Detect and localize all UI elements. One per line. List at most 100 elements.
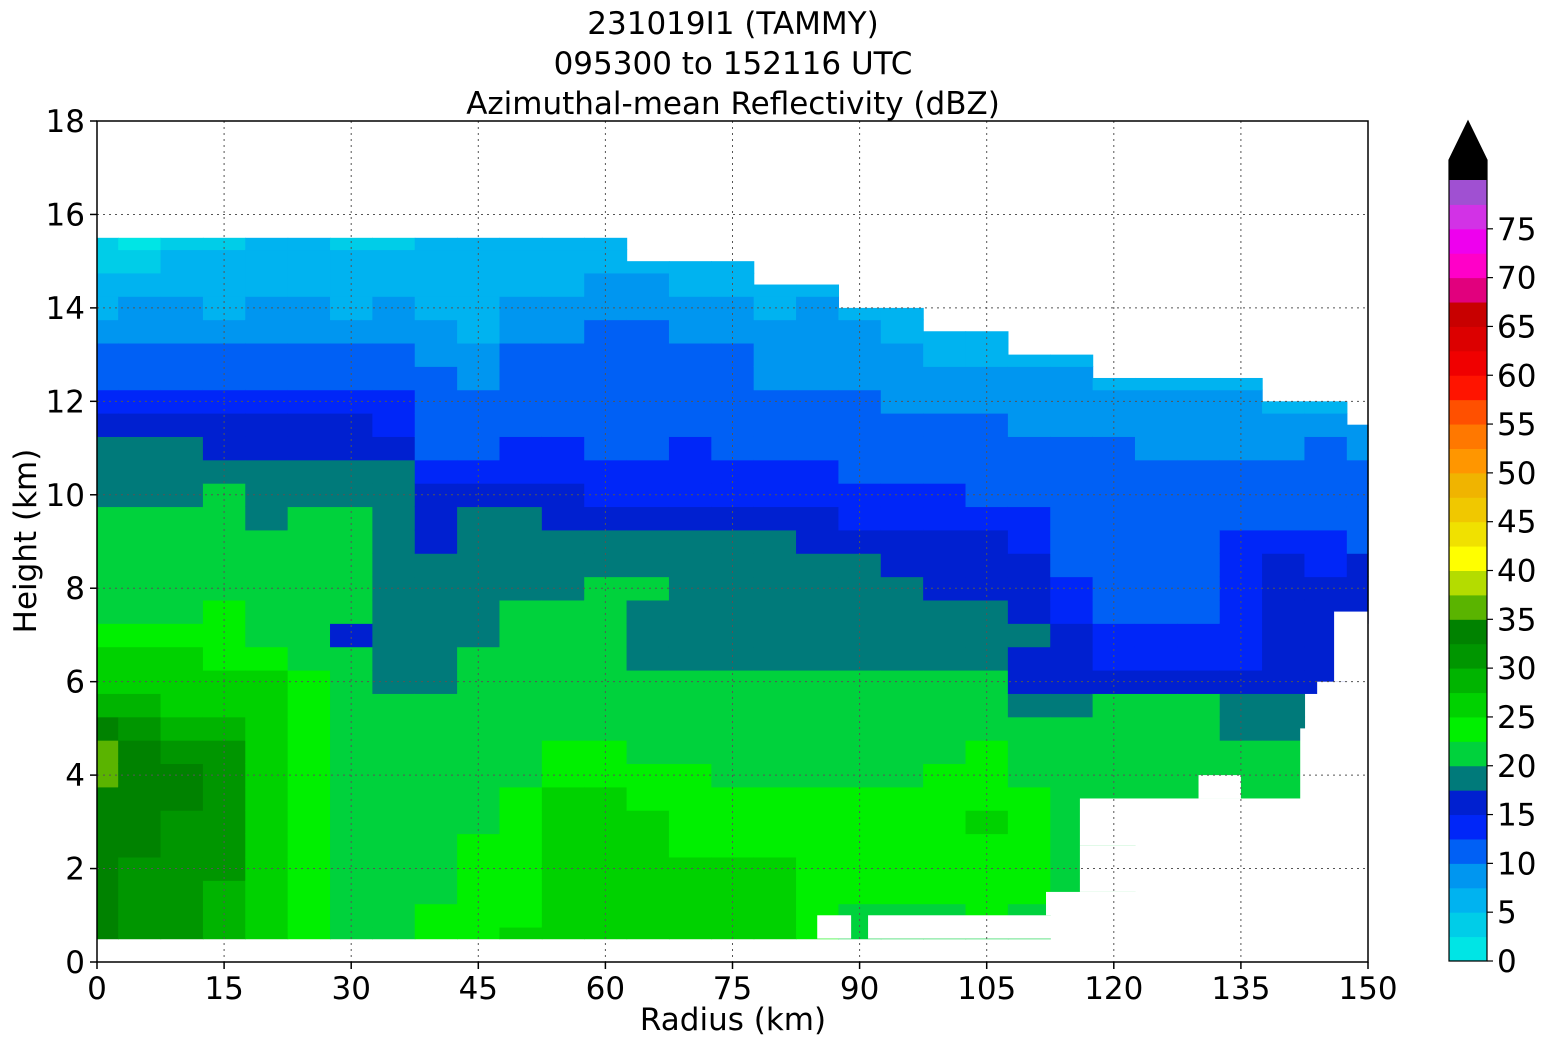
heatmap-cell [1007, 716, 1051, 741]
heatmap-cell [499, 249, 543, 274]
heatmap-cell [668, 740, 712, 765]
heatmap-cell [711, 810, 755, 835]
colorbar-segment [1449, 594, 1487, 620]
heatmap-cell [923, 646, 967, 671]
heatmap-cell [457, 599, 501, 624]
heatmap-cell [626, 319, 670, 344]
heatmap-cell [1177, 529, 1221, 554]
heatmap-cell [372, 506, 416, 531]
heatmap-cell [584, 833, 628, 858]
heatmap-cell [414, 413, 458, 437]
heatmap-cell [499, 237, 543, 251]
heatmap-cell [1262, 716, 1306, 741]
heatmap-cell [457, 249, 501, 274]
heatmap-cell [330, 903, 373, 928]
heatmap-cell [880, 716, 924, 741]
heatmap-cell [1092, 389, 1136, 414]
heatmap-cell [499, 272, 543, 297]
heatmap-cell [414, 459, 458, 484]
heatmap-cell [499, 786, 543, 811]
heatmap-cell [796, 366, 840, 391]
heatmap-cell [838, 459, 882, 484]
heatmap-cell [668, 693, 712, 718]
colorbar-segment [1449, 838, 1487, 864]
colorbar-segment [1449, 375, 1487, 401]
heatmap-cell [245, 623, 289, 648]
heatmap-cell [753, 646, 797, 671]
heatmap-cell [97, 506, 119, 531]
heatmap-cell [965, 880, 1009, 905]
heatmap-cell [626, 880, 670, 905]
heatmap-cell [1262, 483, 1306, 508]
heatmap-cell [499, 459, 543, 484]
heatmap-cell [160, 740, 204, 765]
heatmap-cell [753, 436, 797, 461]
heatmap-cell [1050, 506, 1094, 531]
colorbar-tick-label: 60 [1497, 358, 1536, 394]
heatmap-cell [1007, 623, 1051, 648]
heatmap-cell [202, 366, 246, 391]
heatmap-cell [118, 740, 162, 765]
heatmap-cell [1304, 436, 1348, 461]
heatmap-cell [1007, 483, 1051, 508]
heatmap-cell [499, 880, 543, 905]
heatmap-cell [160, 272, 204, 297]
heatmap-cell [330, 459, 373, 484]
heatmap-cell [880, 319, 924, 344]
heatmap-cell [160, 342, 204, 367]
heatmap-cell [668, 623, 712, 648]
heatmap-cell [372, 296, 416, 321]
heatmap-cell [1007, 529, 1051, 554]
heatmap-cell [499, 296, 543, 321]
heatmap-cell [923, 810, 967, 835]
x-tick-label: 135 [1211, 971, 1270, 1007]
heatmap-cell [372, 856, 416, 881]
heatmap-cell [796, 342, 840, 367]
heatmap-cell [965, 786, 1009, 811]
title-line-2: 095300 to 152116 UTC [554, 46, 913, 82]
heatmap-cell [1050, 599, 1094, 624]
heatmap-cell [1177, 413, 1221, 437]
heatmap-cell [584, 646, 628, 671]
heatmap-cell [287, 599, 331, 624]
heatmap-cell [499, 553, 543, 578]
heatmap-cell [626, 646, 670, 671]
heatmap-cell [626, 763, 670, 788]
heatmap-cell [1219, 646, 1263, 671]
heatmap-cell [202, 249, 246, 274]
heatmap-cell [160, 926, 204, 940]
colorbar-segment [1449, 521, 1487, 547]
y-axis-label: Height (km) [8, 449, 44, 634]
heatmap-cell [753, 553, 797, 578]
heatmap-cell [202, 833, 246, 858]
heatmap-cell [711, 856, 755, 881]
heatmap-cell [711, 833, 755, 858]
heatmap-cell [923, 529, 967, 554]
heatmap-cell [330, 669, 373, 694]
heatmap-cell [1262, 553, 1306, 578]
heatmap-cell [457, 786, 501, 811]
heatmap-cell [330, 646, 373, 671]
heatmap-cell [584, 459, 628, 484]
heatmap-cell [97, 529, 119, 554]
heatmap-cell [668, 716, 712, 741]
heatmap-cell [711, 599, 755, 624]
heatmap-cell [118, 693, 162, 718]
heatmap-cell [965, 856, 1009, 881]
grid-lines [97, 121, 1368, 962]
y-tick-label: 18 [46, 104, 85, 140]
x-tick-label: 60 [586, 971, 625, 1007]
heatmap-cell [202, 459, 246, 484]
heatmap-cell [753, 599, 797, 624]
heatmap-cell [923, 740, 967, 765]
heatmap-cell [287, 716, 331, 741]
heatmap-cell [541, 389, 585, 414]
heatmap-cell [97, 903, 119, 928]
heatmap-cell [97, 810, 119, 835]
heatmap-cell [330, 810, 373, 835]
heatmap-cell [202, 810, 246, 835]
colorbar-overflow-arrow [1449, 121, 1487, 180]
heatmap-cell [372, 553, 416, 578]
heatmap-cell [584, 389, 628, 414]
heatmap-cell [97, 833, 119, 858]
